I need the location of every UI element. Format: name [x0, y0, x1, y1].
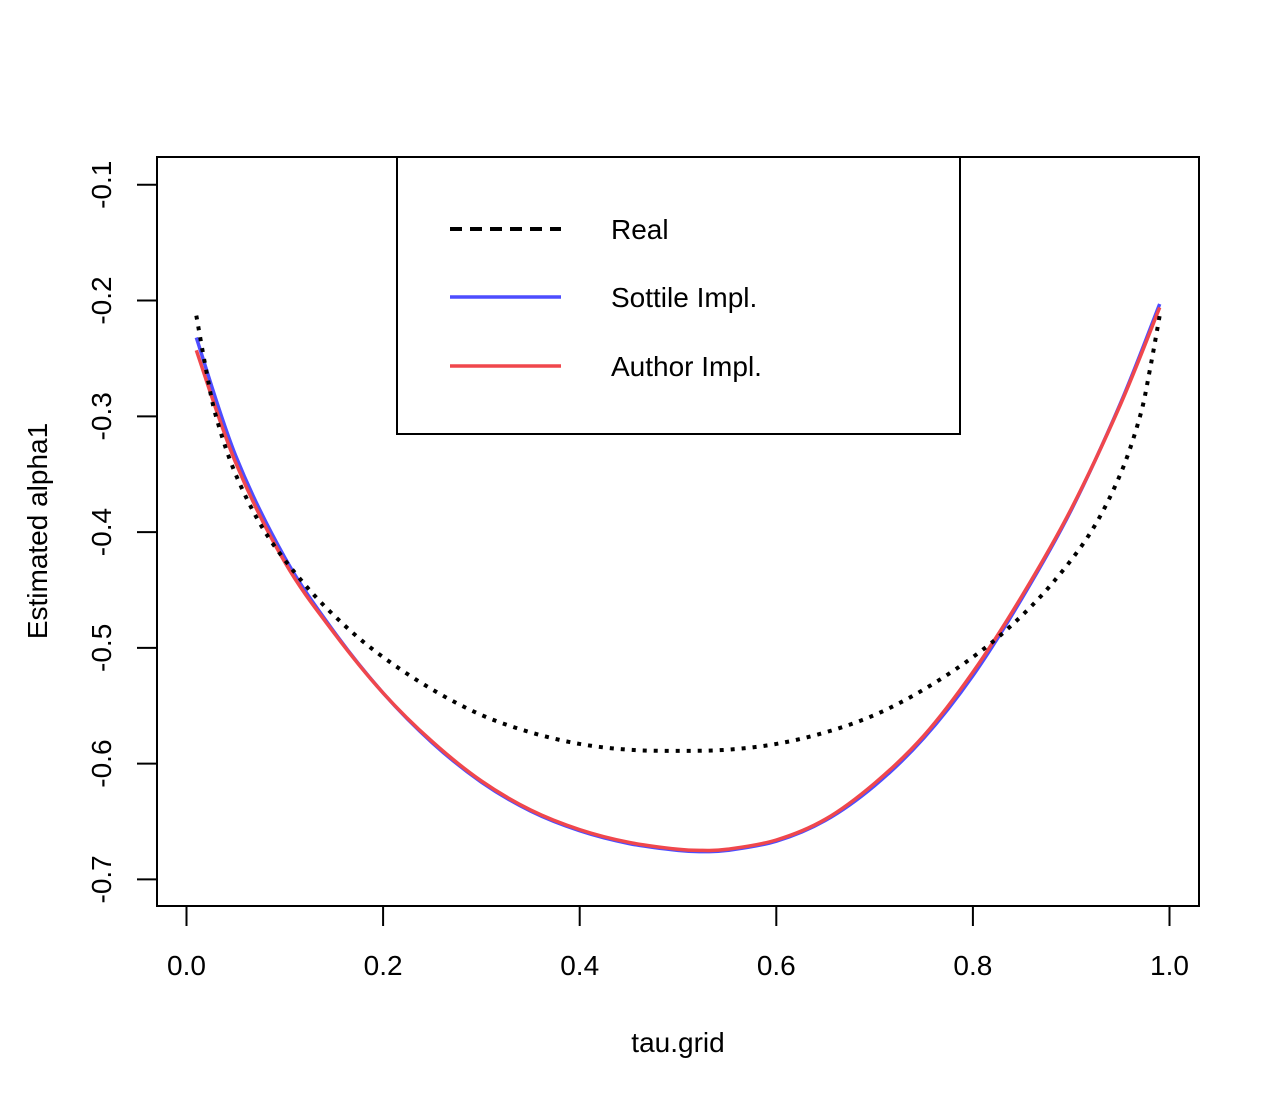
y-tick-label: -0.6	[86, 739, 117, 787]
y-axis: -0.7 -0.6 -0.5 -0.4 -0.3 -0.2 -0.1	[86, 161, 158, 903]
series-line-author-impl	[194, 306, 1162, 853]
y-tick-label: -0.7	[86, 855, 117, 903]
y-tick-label: -0.3	[86, 392, 117, 440]
x-tick-label: 0.6	[757, 950, 796, 981]
x-tick-label: 0.8	[953, 950, 992, 981]
x-axis: 0.0 0.2 0.4 0.6 0.8 1.0	[167, 906, 1189, 981]
legend: Real Sottile Impl. Author Impl.	[396, 156, 961, 435]
x-tick-label: 1.0	[1150, 950, 1189, 981]
legend-label: Sottile Impl.	[611, 282, 757, 313]
x-tick-label: 0.0	[167, 950, 206, 981]
y-axis-title: Estimated alpha1	[22, 423, 53, 639]
legend-label: Real	[611, 214, 669, 245]
x-tick-label: 0.4	[560, 950, 599, 981]
series-line-real	[194, 315, 1162, 753]
y-tick-label: -0.1	[86, 161, 117, 209]
y-tick-label: -0.4	[86, 508, 117, 556]
x-tick-label: 0.2	[364, 950, 403, 981]
y-tick-label: -0.2	[86, 276, 117, 324]
series-layer	[194, 303, 1162, 854]
x-axis-title: tau.grid	[631, 1027, 724, 1058]
legend-label: Author Impl.	[611, 351, 762, 382]
y-tick-label: -0.5	[86, 624, 117, 672]
